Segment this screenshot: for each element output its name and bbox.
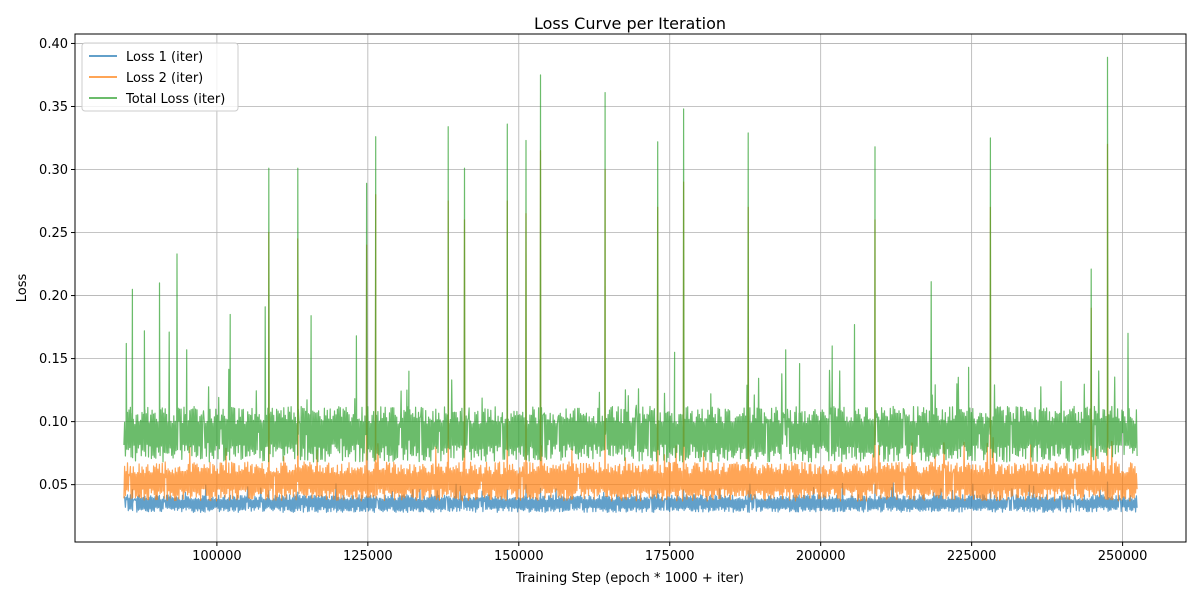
legend-label-loss1: Loss 1 (iter) bbox=[126, 50, 203, 65]
y-tick-label: 0.15 bbox=[39, 352, 68, 367]
plot-frame bbox=[74, 33, 1187, 543]
legend: Loss 1 (iter) Loss 2 (iter) Total Loss (… bbox=[81, 42, 239, 112]
x-tick-label: 200000 bbox=[796, 549, 846, 564]
legend-label-loss2: Loss 2 (iter) bbox=[126, 71, 203, 86]
y-tick-label: 0.25 bbox=[39, 226, 68, 241]
y-tick-label: 0.40 bbox=[39, 37, 68, 52]
chart-title: Loss Curve per Iteration bbox=[534, 14, 726, 33]
series-loss1 bbox=[123, 481, 1138, 513]
x-tick-label: 150000 bbox=[494, 549, 544, 564]
series-layer bbox=[123, 56, 1138, 513]
legend-box bbox=[81, 42, 239, 112]
y-tick-label: 0.20 bbox=[39, 289, 68, 304]
y-tick-label: 0.35 bbox=[39, 100, 68, 115]
ticks: 100000 125000 150000 175000 200000 225000 2500… bbox=[39, 37, 1147, 564]
y-axis-label: Loss bbox=[15, 274, 30, 303]
y-tick-label: 0.10 bbox=[39, 415, 68, 430]
x-tick-label: 250000 bbox=[1098, 549, 1148, 564]
x-tick-label: 125000 bbox=[343, 549, 393, 564]
y-tick-label: 0.05 bbox=[39, 478, 68, 493]
x-tick-label: 225000 bbox=[947, 549, 997, 564]
x-tick-label: 100000 bbox=[192, 549, 242, 564]
legend-label-total: Total Loss (iter) bbox=[125, 92, 225, 107]
y-tick-label: 0.30 bbox=[39, 163, 68, 178]
series-loss2 bbox=[123, 143, 1138, 502]
x-tick-label: 175000 bbox=[645, 549, 695, 564]
x-axis-label: Training Step (epoch * 1000 + iter) bbox=[515, 571, 744, 586]
series-total bbox=[123, 56, 1138, 463]
